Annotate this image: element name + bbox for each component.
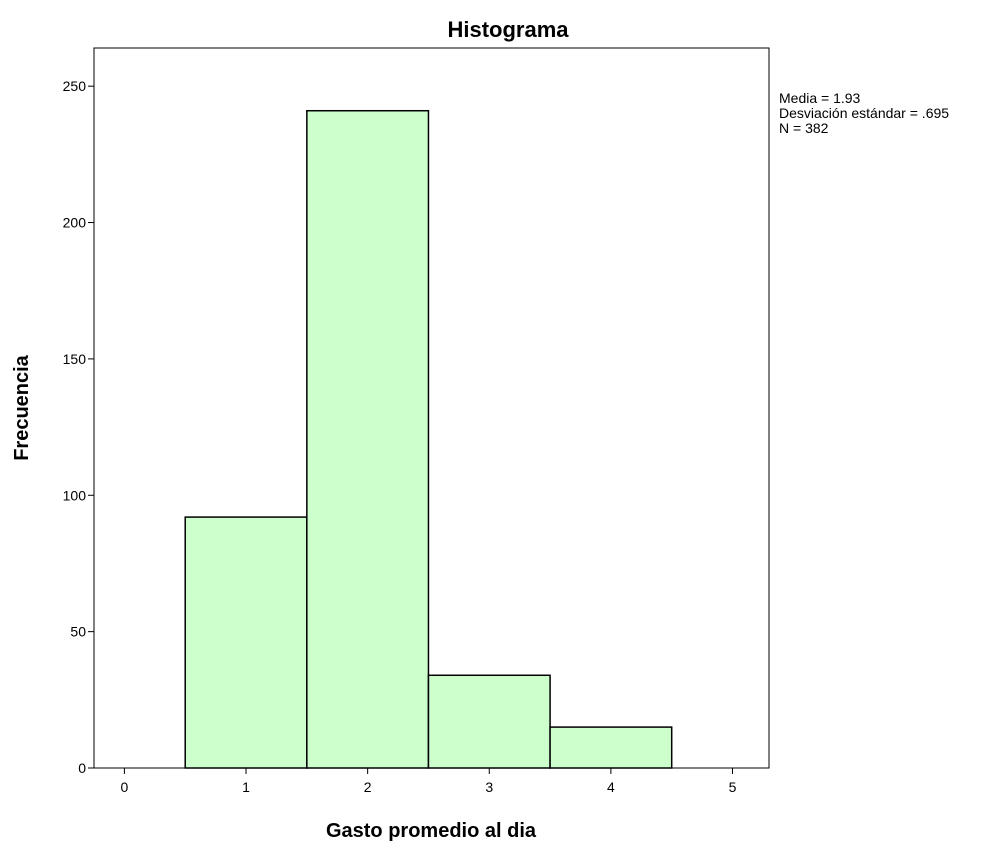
histogram-bar-4 — [549, 726, 673, 769]
x-tick-label-4: 4 — [607, 779, 615, 795]
x-tick-label-2: 2 — [364, 779, 372, 795]
y-tick-label-100: 100 — [63, 487, 87, 503]
x-axis: 0 1 2 3 4 5 — [121, 768, 737, 795]
chart-title: Histograma — [447, 17, 569, 42]
histogram-bar-2 — [306, 109, 430, 769]
stats-n: N = 382 — [779, 120, 829, 136]
histogram-bar-1 — [184, 516, 308, 769]
histogram-bar-3 — [427, 674, 551, 769]
stats-mean: Media = 1.93 — [779, 90, 861, 106]
y-tick-label-0: 0 — [78, 760, 86, 776]
y-tick-label-50: 50 — [70, 624, 86, 640]
x-tick-label-1: 1 — [242, 779, 250, 795]
y-axis-label: Frecuencia — [11, 354, 33, 460]
y-tick-label-150: 150 — [63, 351, 87, 367]
y-tick-label-250: 250 — [63, 78, 87, 94]
y-axis: 0 50 100 150 200 250 — [63, 78, 94, 776]
x-axis-label: Gasto promedio al dia — [326, 820, 537, 842]
x-tick-label-3: 3 — [485, 779, 493, 795]
bars-group — [184, 109, 673, 769]
x-tick-label-5: 5 — [729, 779, 737, 795]
stats-std: Desviación estándar = .695 — [779, 105, 949, 121]
stats-box: Media = 1.93 Desviación estándar = .695 … — [779, 90, 949, 136]
y-tick-label-200: 200 — [63, 215, 87, 231]
x-tick-label-0: 0 — [121, 779, 129, 795]
